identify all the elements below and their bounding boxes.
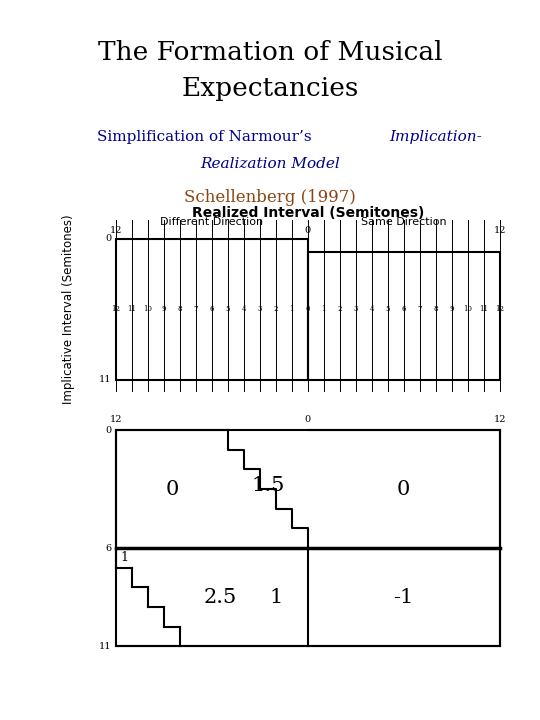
Text: 2.5: 2.5 (203, 588, 237, 607)
Text: Different Direction: Different Direction (160, 217, 264, 228)
Text: 7: 7 (417, 305, 422, 313)
Text: 6: 6 (401, 305, 406, 313)
Text: 0: 0 (306, 305, 310, 313)
Text: 12: 12 (494, 415, 506, 424)
Text: 11: 11 (479, 305, 488, 313)
Text: 9: 9 (449, 305, 454, 313)
Text: 6: 6 (105, 544, 111, 552)
Text: 10: 10 (144, 305, 152, 313)
Text: Expectancies: Expectancies (181, 76, 359, 101)
Text: 0: 0 (165, 480, 179, 498)
Bar (308, 251, 500, 379)
Text: 12: 12 (110, 226, 122, 235)
Text: Realized Interval (Semitones): Realized Interval (Semitones) (192, 206, 424, 220)
Text: -1: -1 (394, 588, 414, 607)
Text: 4: 4 (241, 305, 246, 313)
Text: 0: 0 (105, 426, 111, 435)
Text: 0: 0 (305, 226, 311, 235)
Text: 12: 12 (494, 226, 506, 235)
Text: 1.5: 1.5 (251, 476, 285, 495)
Text: Realization Model: Realization Model (200, 157, 340, 171)
Text: 10: 10 (463, 305, 472, 313)
Text: The Formation of Musical: The Formation of Musical (98, 40, 442, 65)
Text: 8: 8 (178, 305, 182, 313)
Text: 1: 1 (120, 552, 128, 564)
Text: 3: 3 (354, 305, 358, 313)
Text: Implicative Interval (Semitones): Implicative Interval (Semitones) (62, 215, 75, 404)
Text: 5: 5 (226, 305, 230, 313)
Text: 1: 1 (321, 305, 326, 313)
Text: 0: 0 (397, 480, 410, 498)
Text: 4: 4 (369, 305, 374, 313)
Text: 1: 1 (289, 305, 294, 313)
Text: 1: 1 (269, 588, 282, 607)
Text: 2: 2 (274, 305, 278, 313)
Text: 0: 0 (105, 234, 111, 243)
Text: 8: 8 (434, 305, 438, 313)
Text: Schellenberg (1997): Schellenberg (1997) (184, 189, 356, 206)
Text: 6: 6 (210, 305, 214, 313)
Text: 9: 9 (161, 305, 166, 313)
Text: 12: 12 (111, 305, 120, 313)
Bar (116, 239, 308, 379)
Text: 11: 11 (99, 375, 111, 384)
Text: 7: 7 (194, 305, 198, 313)
Text: 5: 5 (386, 305, 390, 313)
Text: 12: 12 (110, 415, 122, 424)
Text: Same Direction: Same Direction (361, 217, 447, 228)
Text: Simplification of Narmour’s: Simplification of Narmour’s (97, 130, 316, 143)
Text: 11: 11 (127, 305, 137, 313)
Bar (116, 430, 500, 647)
Text: 3: 3 (258, 305, 262, 313)
Text: 12: 12 (495, 305, 504, 313)
Text: 11: 11 (99, 642, 111, 651)
Text: 0: 0 (305, 415, 311, 424)
Text: Implication-: Implication- (389, 130, 482, 143)
Text: 2: 2 (338, 305, 342, 313)
